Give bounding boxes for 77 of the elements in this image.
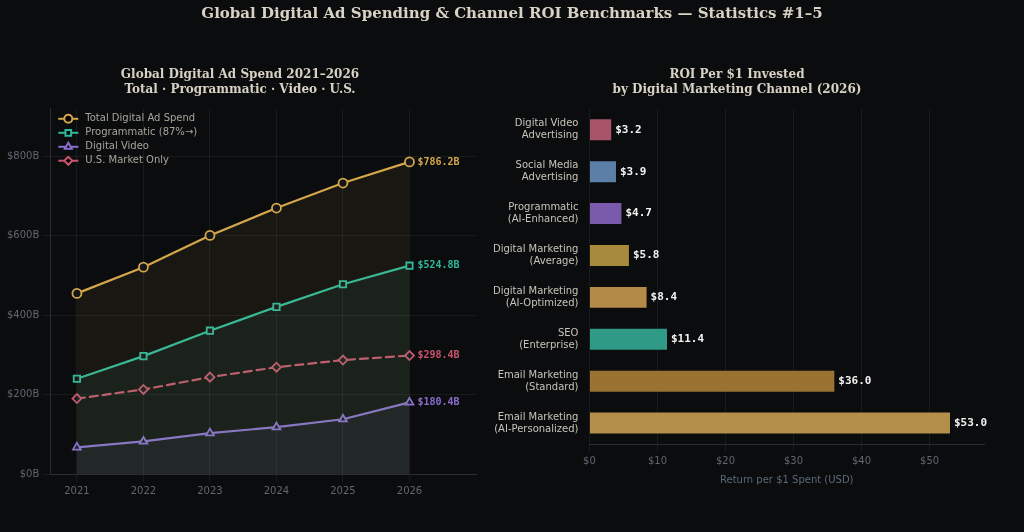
point <box>404 350 415 361</box>
data-label: $3.2 <box>615 122 642 136</box>
x-tick-label: $20 <box>715 454 736 466</box>
point <box>204 371 216 383</box>
legend-label: Programmatic (87%→) <box>85 126 198 138</box>
point <box>404 396 415 406</box>
point <box>72 442 82 451</box>
y-tick-label: Email Marketing (Standard) <box>497 368 579 392</box>
bar <box>589 203 622 225</box>
x-tick-label: 2021 <box>64 484 90 496</box>
point <box>338 280 348 289</box>
x-tick-label: 2024 <box>263 484 290 496</box>
x-axis-title: Return per $1 Spent (USD) <box>719 473 854 485</box>
y-tick-label: $0B <box>19 467 40 479</box>
x-tick-label: $40 <box>852 454 872 466</box>
bar <box>589 161 616 183</box>
point <box>72 374 81 383</box>
y-tick-label: Email Marketing (AI-Personalized) <box>494 410 579 434</box>
point <box>71 287 83 299</box>
y-tick-label: $400B <box>7 308 40 320</box>
legend-label: Digital Video <box>85 140 149 152</box>
point <box>271 361 282 373</box>
data-label: $786.2B <box>417 155 460 167</box>
point <box>272 302 281 311</box>
point <box>205 427 215 437</box>
x-tick-label: 2025 <box>330 484 356 496</box>
legend-label: Total Digital Ad Spend <box>84 112 196 124</box>
point <box>405 261 414 270</box>
x-tick-label: 2023 <box>197 484 223 496</box>
bar <box>589 328 667 350</box>
y-tick-label: $200B <box>7 388 40 400</box>
x-tick-label: 2026 <box>396 484 423 496</box>
bar <box>589 244 629 266</box>
point <box>337 177 349 189</box>
point <box>204 230 216 241</box>
point <box>138 261 149 273</box>
data-label: $4.7 <box>625 206 652 220</box>
x-tick-label: $0 <box>583 454 596 466</box>
chart-title: Global Digital Ad Spend 2021–2026 Total · Programmatic · Video · U.S. <box>120 67 360 96</box>
y-tick-label: Digital Video Advertising <box>514 117 579 141</box>
y-tick-label: Digital Marketing (AI-Optimized) <box>493 284 579 308</box>
data-label: $5.8 <box>632 248 660 262</box>
point <box>338 413 348 423</box>
data-label: $53.0 <box>953 415 988 429</box>
y-tick-label: $600B <box>7 229 40 241</box>
point <box>139 352 148 361</box>
x-tick-label: $50 <box>920 454 940 466</box>
data-label: $11.4 <box>671 332 705 346</box>
point <box>271 421 282 431</box>
point <box>271 202 282 214</box>
point <box>404 156 415 168</box>
data-label: $36.0 <box>838 374 872 388</box>
legend-label: U.S. Market Only <box>85 154 170 166</box>
data-label: $180.4B <box>417 395 460 407</box>
text: Global Digital Ad Spending & Channel ROI Benchmarks — Statistics #1–5 <box>200 4 824 22</box>
y-tick-label: Digital Marketing (Average) <box>493 243 579 267</box>
y-tick-label: $800B <box>7 150 40 162</box>
y-tick-label: Social Media Advertising <box>515 159 579 183</box>
x-tick-label: $10 <box>647 454 668 466</box>
y-tick-label: SEO (Enterprise) <box>519 326 579 350</box>
data-label: $298.4B <box>417 349 460 361</box>
point <box>71 393 83 404</box>
bar <box>589 286 647 308</box>
point <box>138 384 149 395</box>
point <box>138 436 149 445</box>
point <box>205 326 215 335</box>
point <box>337 354 349 366</box>
bar <box>589 370 835 392</box>
data-label: $3.9 <box>619 164 647 178</box>
data-label: $524.8B <box>417 259 460 271</box>
bar <box>589 119 612 141</box>
x-tick-label: 2022 <box>130 484 157 496</box>
y-tick-label: Programmatic (AI-Enhanced) <box>507 201 579 225</box>
data-label: $8.4 <box>650 290 678 304</box>
x-tick-label: $30 <box>783 454 804 466</box>
bar <box>589 412 950 434</box>
chart-title: ROI Per $1 Invested by Digital Marketing Channel (2026) <box>612 67 862 96</box>
